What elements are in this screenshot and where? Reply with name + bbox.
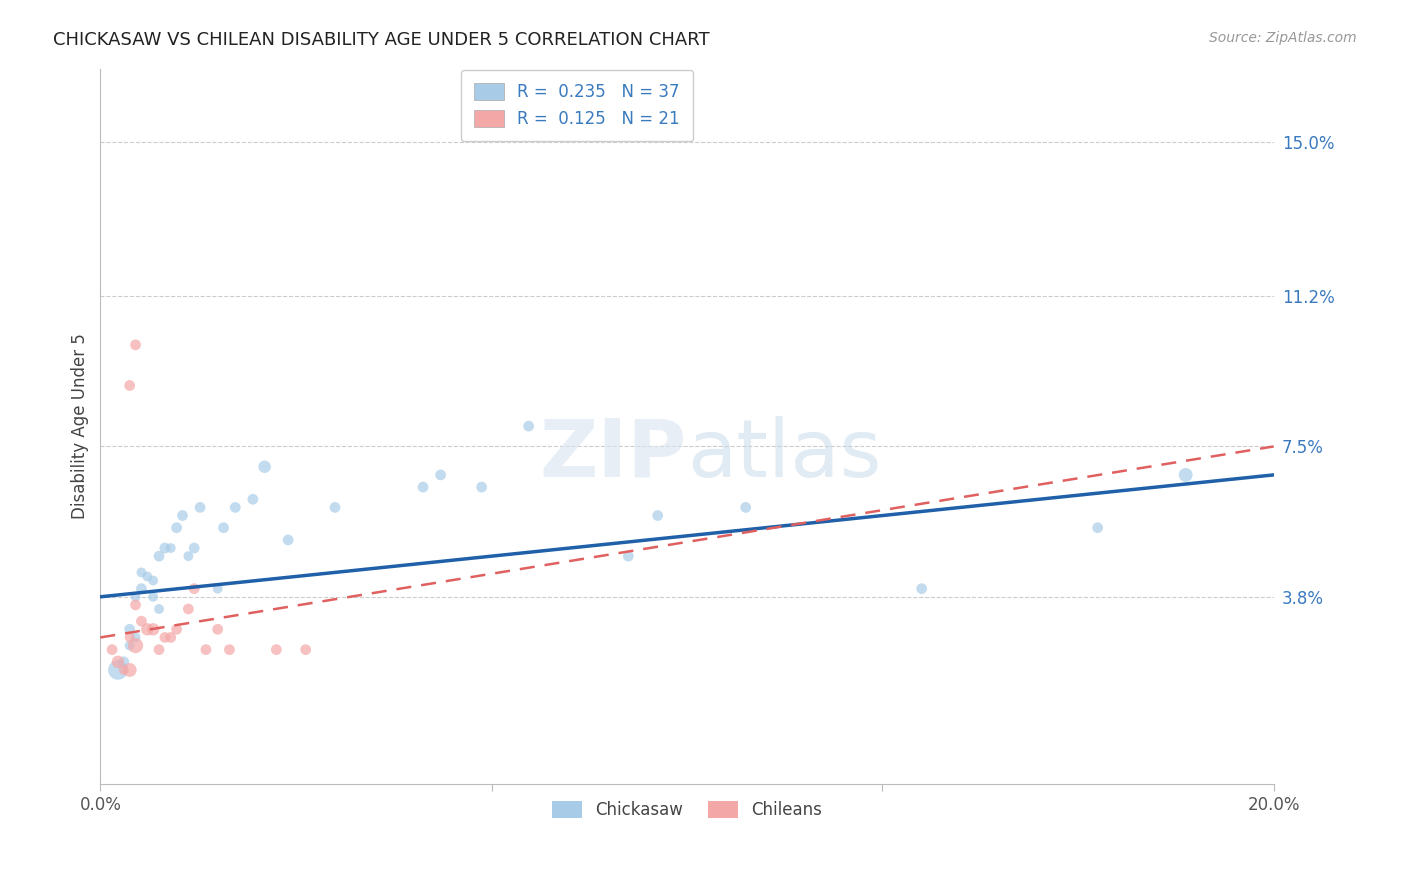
Point <box>118 378 141 392</box>
Point <box>107 655 129 669</box>
Point <box>177 549 200 564</box>
Point <box>617 549 640 564</box>
Point <box>159 541 181 555</box>
Point <box>194 642 217 657</box>
Text: Source: ZipAtlas.com: Source: ZipAtlas.com <box>1209 31 1357 45</box>
Point <box>148 642 170 657</box>
Point <box>224 500 246 515</box>
Point <box>142 590 165 604</box>
Point <box>101 642 124 657</box>
Point <box>131 566 153 580</box>
Point <box>118 639 141 653</box>
Point <box>124 631 146 645</box>
Point <box>118 631 141 645</box>
Point <box>471 480 494 494</box>
Point <box>734 500 756 515</box>
Point <box>166 623 188 637</box>
Point <box>136 569 159 583</box>
Point <box>148 602 170 616</box>
Point <box>148 549 170 564</box>
Point <box>159 631 181 645</box>
Point <box>118 623 141 637</box>
Text: CHICKASAW VS CHILEAN DISABILITY AGE UNDER 5 CORRELATION CHART: CHICKASAW VS CHILEAN DISABILITY AGE UNDE… <box>53 31 710 49</box>
Point <box>412 480 434 494</box>
Point <box>172 508 194 523</box>
Point <box>131 582 153 596</box>
Point <box>294 642 316 657</box>
Point <box>112 663 135 677</box>
Point <box>107 663 129 677</box>
Point <box>323 500 346 515</box>
Point <box>112 655 135 669</box>
Point <box>142 574 165 588</box>
Point <box>142 623 165 637</box>
Point <box>153 631 176 645</box>
Point <box>177 602 200 616</box>
Point <box>136 623 159 637</box>
Point <box>266 642 288 657</box>
Point <box>517 419 540 434</box>
Y-axis label: Disability Age Under 5: Disability Age Under 5 <box>72 334 89 519</box>
Point <box>118 663 141 677</box>
Point <box>124 338 146 352</box>
Point <box>131 614 153 628</box>
Text: ZIP: ZIP <box>540 416 688 494</box>
Legend: Chickasaw, Chileans: Chickasaw, Chileans <box>546 794 830 825</box>
Point <box>1087 521 1109 535</box>
Point <box>124 590 146 604</box>
Text: atlas: atlas <box>688 416 882 494</box>
Point <box>253 459 276 474</box>
Point <box>218 642 240 657</box>
Point <box>647 508 669 523</box>
Point <box>1174 467 1197 482</box>
Point <box>277 533 299 547</box>
Point <box>124 598 146 612</box>
Point <box>242 492 264 507</box>
Point <box>212 521 235 535</box>
Point <box>207 623 229 637</box>
Point <box>911 582 934 596</box>
Point <box>207 582 229 596</box>
Point <box>188 500 211 515</box>
Point <box>429 467 451 482</box>
Point <box>183 541 205 555</box>
Point <box>124 639 146 653</box>
Point <box>166 521 188 535</box>
Point <box>183 582 205 596</box>
Point <box>153 541 176 555</box>
